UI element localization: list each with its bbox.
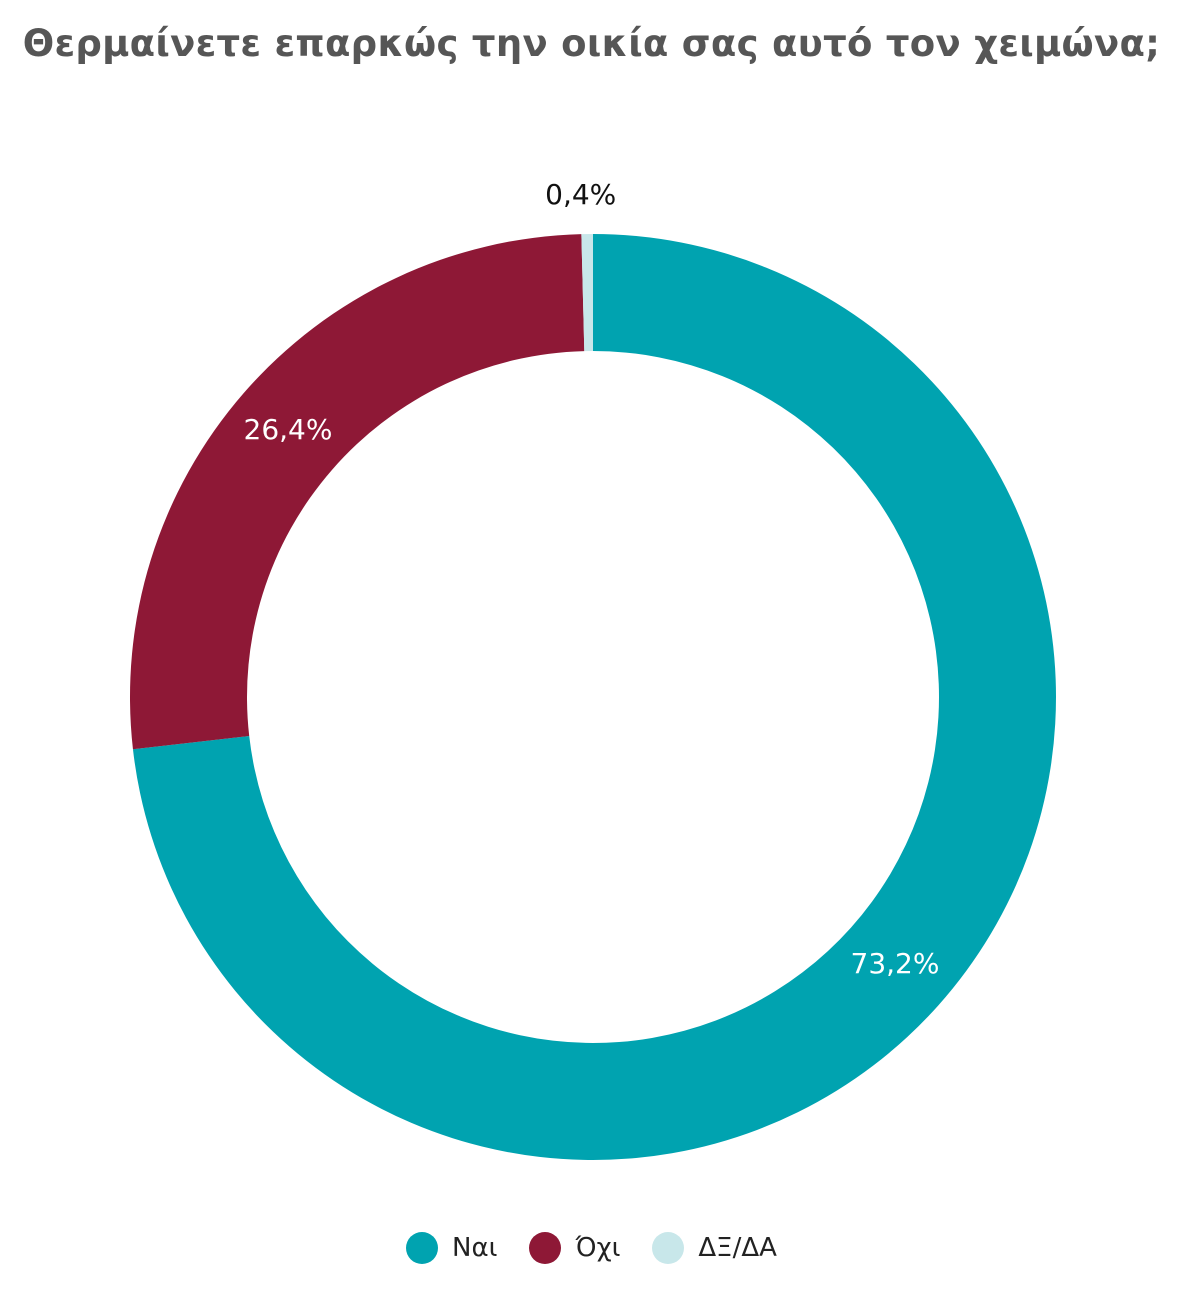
- slice-labels: 73,2% 26,4% 0,4%: [244, 178, 940, 980]
- slice-ochi[interactable]: [130, 234, 585, 750]
- legend-item-ochi[interactable]: Όχι: [529, 1232, 620, 1264]
- legend-swatch-dk-na: [652, 1232, 685, 1264]
- legend-label-nai: Ναι: [452, 1233, 498, 1263]
- legend-item-nai[interactable]: Ναι: [406, 1232, 497, 1264]
- data-label-nai: 73,2%: [851, 947, 940, 980]
- donut-slices: [130, 234, 1057, 1160]
- slice-dk-na[interactable]: [581, 234, 593, 352]
- legend-swatch-ochi: [529, 1232, 562, 1264]
- legend: Ναι Όχι ΔΞ/ΔΑ: [0, 1232, 1183, 1264]
- legend-label-dk-na: ΔΞ/ΔΑ: [698, 1233, 777, 1263]
- legend-item-dk-na[interactable]: ΔΞ/ΔΑ: [652, 1232, 777, 1264]
- data-label-dk-na: 0,4%: [545, 178, 616, 211]
- legend-swatch-nai: [406, 1232, 439, 1264]
- data-label-ochi: 26,4%: [244, 413, 333, 446]
- legend-label-ochi: Όχι: [575, 1233, 621, 1263]
- chart-title: Θερμαίνετε επαρκώς την οικία σας αυτό το…: [22, 22, 1161, 65]
